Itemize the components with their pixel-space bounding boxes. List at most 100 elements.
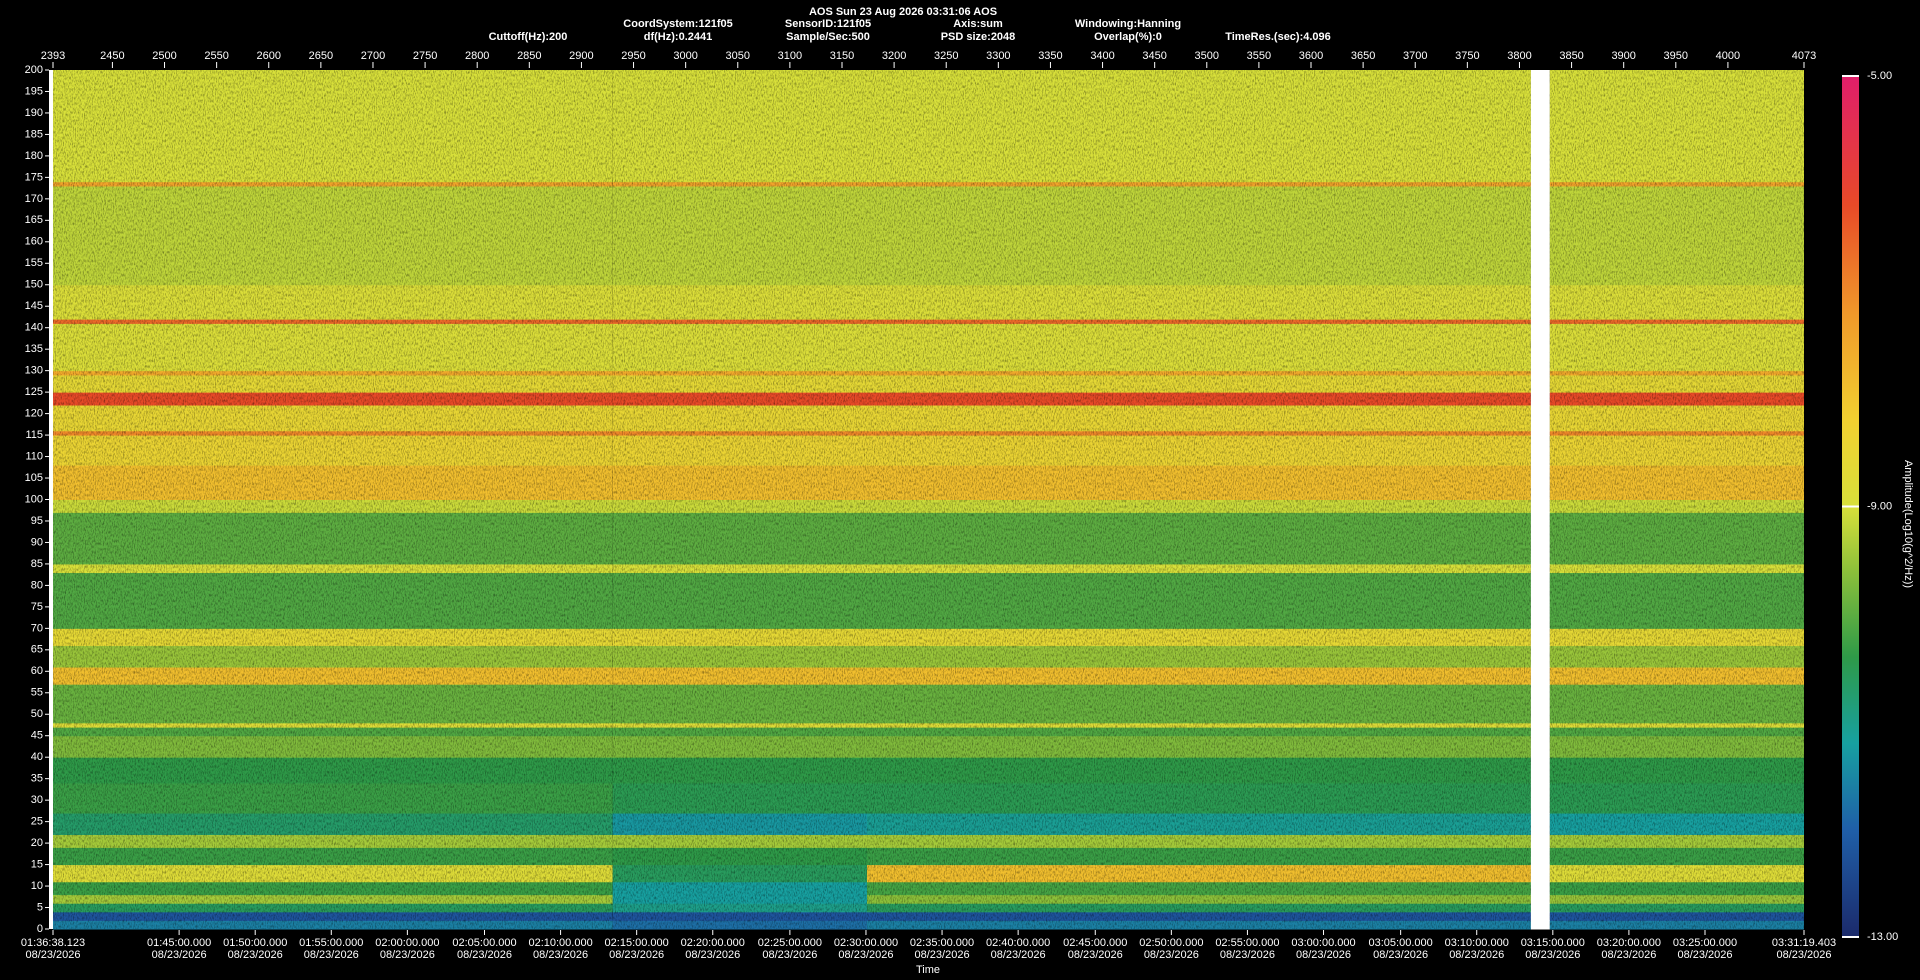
data-gap — [1530, 813, 1550, 836]
time-tick-label: 02:25:00.000 — [758, 937, 822, 949]
data-gap — [1530, 70, 1550, 183]
info-item: Cuttoff(Hz):200 — [489, 31, 568, 43]
time-tick-label: 02:10:00.000 — [528, 937, 592, 949]
info-item: df(Hz):0.2441 — [644, 31, 712, 43]
y-tick-label: 145 — [25, 300, 43, 312]
data-gap — [1530, 465, 1550, 500]
title: AOS Sun 23 Aug 2026 03:31:06 AOS — [809, 6, 997, 18]
x-tick-label: 3700 — [1403, 50, 1427, 62]
y-tick-label: 165 — [25, 214, 43, 226]
time-tick-label: 01:50:00.000 — [223, 937, 287, 949]
data-gap — [1530, 864, 1550, 883]
data-gap — [1530, 572, 1550, 629]
y-tick-label: 80 — [31, 579, 43, 591]
time-tick-date: 08/23/2026 — [1220, 949, 1275, 961]
y-tick-label: 35 — [31, 773, 43, 785]
time-tick-label: 03:20:00.000 — [1597, 937, 1661, 949]
y-tick-label: 5 — [37, 901, 43, 913]
colorbar-tick-label: -13.00 — [1867, 931, 1898, 943]
time-tick-date: 08/23/2026 — [1449, 949, 1504, 961]
x-tick-label: 3500 — [1195, 50, 1219, 62]
data-gap — [1530, 405, 1550, 432]
data-gap — [1530, 894, 1550, 904]
y-tick-label: 190 — [25, 107, 43, 119]
data-gap — [1530, 563, 1550, 574]
y-tick-label: 170 — [25, 193, 43, 205]
x-tick-label: 3000 — [673, 50, 697, 62]
time-tick-label: 02:00:00.000 — [375, 937, 439, 949]
time-tick-date: 08/23/2026 — [304, 949, 359, 961]
y-tick-label: 85 — [31, 558, 43, 570]
y-tick-label: 125 — [25, 386, 43, 398]
data-gap — [1530, 370, 1550, 376]
data-gap — [1530, 735, 1550, 758]
time-tick-date: 08/23/2026 — [1144, 949, 1199, 961]
data-gap — [1530, 727, 1550, 737]
time-tick-label: 02:50:00.000 — [1139, 937, 1203, 949]
data-gap — [1530, 392, 1550, 406]
time-tick-date: 08/23/2026 — [25, 949, 80, 961]
time-tick-date: 08/23/2026 — [685, 949, 740, 961]
info-item: PSD size:2048 — [941, 31, 1016, 43]
x-tick-label: 3650 — [1351, 50, 1375, 62]
data-gap — [1530, 757, 1550, 784]
x-tick-label: 2650 — [309, 50, 333, 62]
y-tick-label: 25 — [31, 816, 43, 828]
data-gap — [1530, 911, 1550, 921]
x-tick-label: 3100 — [778, 50, 802, 62]
y-tick-label: 95 — [31, 515, 43, 527]
x-tick-label: 3800 — [1507, 50, 1531, 62]
y-tick-label: 90 — [31, 536, 43, 548]
data-gap — [1530, 645, 1550, 668]
y-tick-label: 180 — [25, 150, 43, 162]
data-gap — [1530, 667, 1550, 685]
time-tick-date: 08/23/2026 — [1601, 949, 1656, 961]
texture — [53, 70, 1804, 929]
time-tick-label: 03:31:19.403 — [1772, 937, 1836, 949]
x-tick-label: 3900 — [1611, 50, 1635, 62]
y-tick-label: 55 — [31, 687, 43, 699]
y-tick-label: 200 — [25, 64, 43, 76]
info-item: SensorID:121f05 — [785, 18, 871, 30]
time-tick-label: 02:45:00.000 — [1063, 937, 1127, 949]
x-tick-label: 2850 — [517, 50, 541, 62]
y-tick-label: 40 — [31, 751, 43, 763]
data-gap — [1530, 834, 1550, 848]
y-tick-label: 50 — [31, 708, 43, 720]
y-tick-label: 115 — [25, 429, 43, 441]
y-tick-label: 75 — [31, 601, 43, 613]
data-gap — [1530, 319, 1550, 324]
y-tick-label: 155 — [25, 257, 43, 269]
y-tick-label: 135 — [25, 343, 43, 355]
time-tick-date: 08/23/2026 — [228, 949, 283, 961]
time-tick-date: 08/23/2026 — [457, 949, 512, 961]
data-gap — [1530, 430, 1550, 436]
data-gap — [1530, 782, 1550, 814]
data-gap — [1530, 920, 1550, 930]
x-tick-label: 3050 — [726, 50, 750, 62]
data-gap — [1530, 284, 1550, 320]
x-tick-label: 2500 — [152, 50, 176, 62]
data-gap — [1530, 323, 1550, 372]
data-gap — [1530, 881, 1550, 896]
info-item: CoordSystem:121f05 — [623, 18, 732, 30]
time-tick-label: 02:20:00.000 — [681, 937, 745, 949]
y-tick-label: 65 — [31, 644, 43, 656]
data-gap — [1530, 847, 1550, 866]
y-tick-label: 110 — [25, 450, 43, 462]
y-tick-label: 105 — [25, 472, 43, 484]
time-tick-label: 03:25:00.000 — [1673, 937, 1737, 949]
x-tick-label: 3850 — [1559, 50, 1583, 62]
y-tick-label: 0 — [37, 923, 43, 935]
time-tick-label: 02:55:00.000 — [1215, 937, 1279, 949]
time-tick-date: 08/23/2026 — [152, 949, 207, 961]
time-tick-date: 08/23/2026 — [1373, 949, 1428, 961]
plot-edge — [49, 70, 53, 929]
y-tick-label: 60 — [31, 665, 43, 677]
colorbar-tick-label: -5.00 — [1867, 70, 1892, 82]
y-tick-label: 120 — [25, 408, 43, 420]
time-tick-date: 08/23/2026 — [762, 949, 817, 961]
time-tick-date: 08/23/2026 — [1677, 949, 1732, 961]
